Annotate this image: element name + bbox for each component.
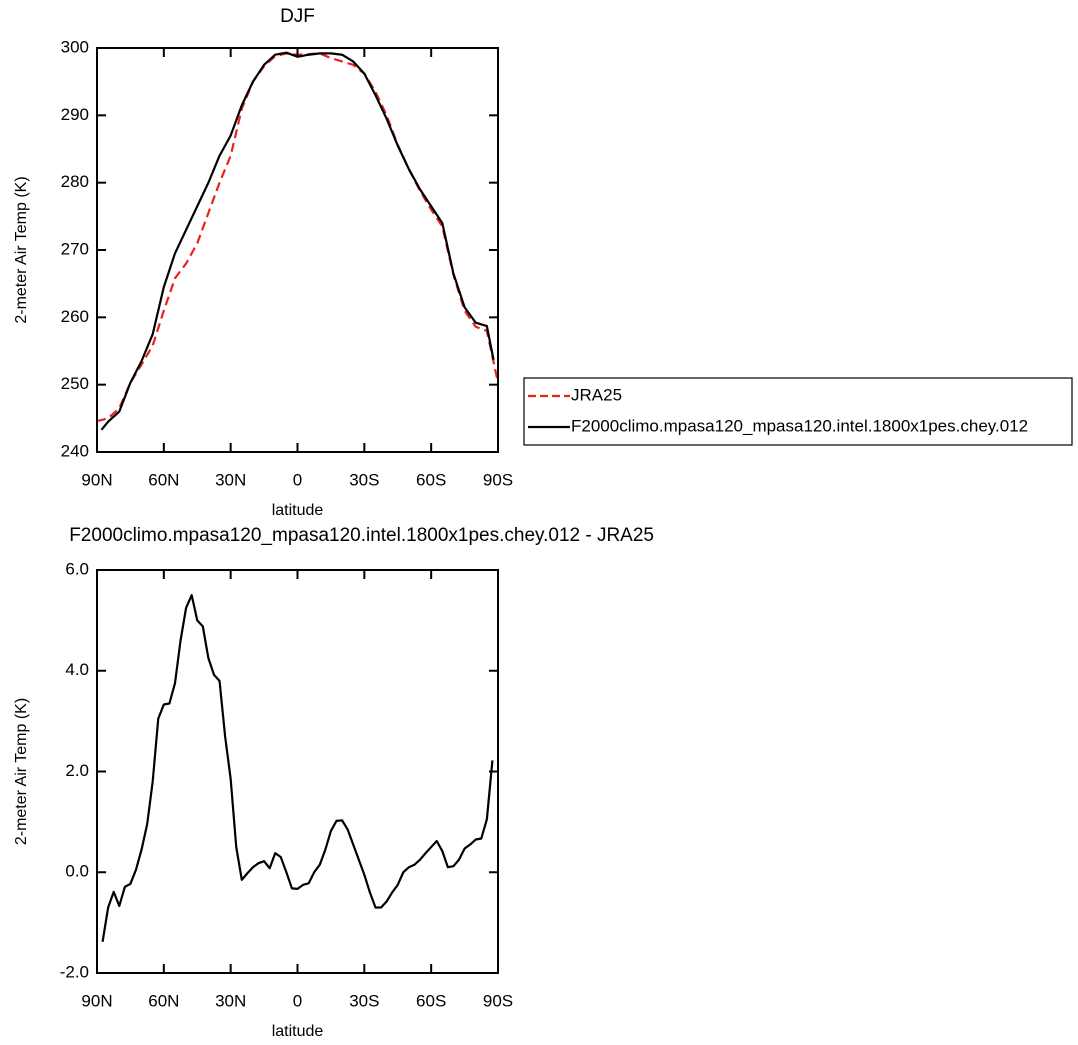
data-line — [101, 594, 494, 942]
data-line — [96, 52, 500, 423]
y-tick-label: 290 — [61, 105, 89, 124]
chart-title: F2000climo.mpasa120_mpasa120.intel.1800x… — [69, 525, 654, 546]
x-tick-label: 90N — [81, 470, 112, 489]
legend-label: JRA25 — [571, 385, 622, 404]
y-tick-label: 280 — [61, 172, 89, 191]
x-tick-label: 60N — [148, 470, 179, 489]
plot-frame — [96, 47, 499, 453]
x-tick-label: 30S — [349, 991, 379, 1010]
y-tick-label: 270 — [61, 239, 89, 258]
x-tick-label: 0 — [293, 991, 302, 1010]
y-tick-label: 240 — [61, 441, 89, 460]
x-tick-label: 30N — [215, 991, 246, 1010]
legend-label: F2000climo.mpasa120_mpasa120.intel.1800x… — [571, 416, 1028, 435]
x-axis-label: latitude — [272, 502, 324, 519]
x-tick-label: 90S — [483, 991, 513, 1010]
y-tick-label: 0.0 — [65, 862, 89, 881]
y-tick-label: 250 — [61, 374, 89, 393]
y-tick-label: 300 — [61, 37, 89, 56]
x-axis-label: latitude — [272, 1023, 324, 1040]
y-tick-label: 4.0 — [65, 660, 89, 679]
y-tick-label: 260 — [61, 307, 89, 326]
y-axis-label: 2-meter Air Temp (K) — [13, 698, 30, 845]
plot-frame — [96, 569, 499, 974]
x-tick-label: 90S — [483, 470, 513, 489]
legend-box — [523, 377, 1073, 446]
x-tick-label: 60S — [416, 991, 446, 1010]
x-tick-label: 30N — [215, 470, 246, 489]
x-tick-label: 30S — [349, 470, 379, 489]
x-tick-label: 90N — [81, 991, 112, 1010]
y-tick-label: 6.0 — [65, 559, 89, 578]
data-line — [100, 51, 495, 431]
chart-title: DJF — [280, 6, 315, 27]
y-tick-label: 2.0 — [65, 761, 89, 780]
x-tick-label: 60N — [148, 991, 179, 1010]
x-tick-label: 60S — [416, 470, 446, 489]
y-tick-label: -2.0 — [60, 962, 89, 981]
y-axis-label: 2-meter Air Temp (K) — [13, 176, 30, 323]
x-tick-label: 0 — [293, 470, 302, 489]
